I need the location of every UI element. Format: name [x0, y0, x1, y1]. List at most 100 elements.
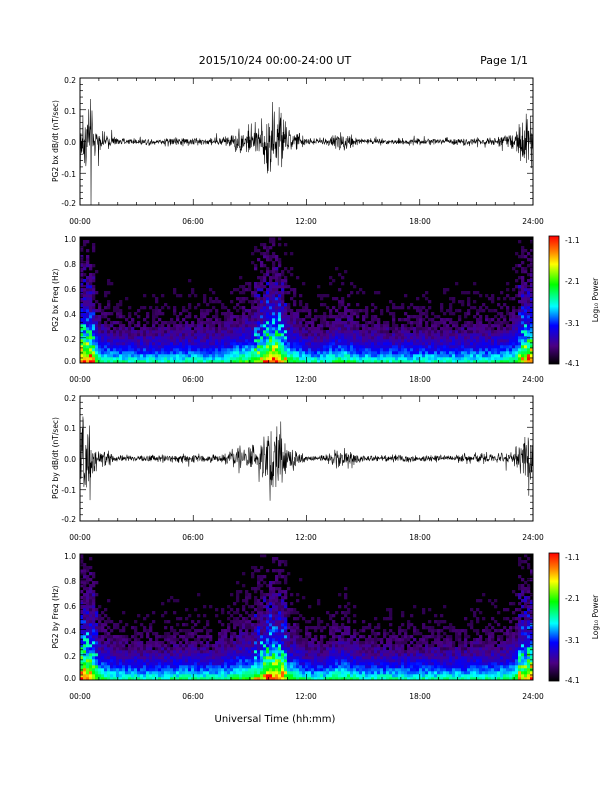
bx-spectrogram-cell — [104, 348, 108, 352]
by-spectrogram-cell — [275, 611, 279, 615]
by-spectrogram-cell — [272, 635, 276, 639]
by-spectrogram-cell — [86, 671, 90, 675]
bx-spectrogram-cell — [134, 336, 138, 340]
by-spectrogram-cell — [143, 674, 147, 678]
bx-spectrogram-cell — [335, 360, 339, 364]
bx-spectrogram-cell — [80, 279, 84, 283]
by-spectrogram-cell — [101, 644, 105, 648]
by-spectrogram-cell — [242, 671, 246, 675]
bx-spectrogram-cell — [179, 348, 183, 352]
by-spectrogram-cell — [257, 644, 261, 648]
by-spectrogram-cell — [209, 650, 213, 654]
by-spectrogram-cell — [242, 584, 246, 588]
bx-spectrogram-cell — [521, 351, 525, 355]
bx-spectrogram-cell — [392, 330, 396, 334]
bx-spectrogram-cell — [410, 360, 414, 364]
bx-spectrogram-cell — [152, 348, 156, 352]
bx-spectrogram-cell — [98, 324, 102, 328]
bx-spectrogram-cell — [317, 324, 321, 328]
by-spectrogram-cell — [167, 599, 171, 603]
bx-spectrogram-cell — [458, 360, 462, 364]
by-spectrogram-cell — [83, 575, 87, 579]
by-spectrogram-cell — [89, 557, 93, 561]
bx-spectrogram-cell — [236, 330, 240, 334]
by-dbdt-ytick-label: -0.2 — [61, 515, 76, 524]
bx-spectrogram-cell — [440, 345, 444, 349]
bx-spectrogram-cell — [188, 351, 192, 355]
by-spectrogram-cell — [281, 659, 285, 663]
bx-spectrogram-cell — [344, 324, 348, 328]
bx-spectrogram-cell — [287, 348, 291, 352]
bx-spectrogram-cell — [329, 327, 333, 331]
bx-spectrogram-cell — [362, 357, 366, 361]
by-spectrogram-cell — [236, 665, 240, 669]
bx-spectrogram-cell — [338, 324, 342, 328]
by-spectrogram-cell — [236, 659, 240, 663]
bx-spectrogram-cell — [365, 312, 369, 316]
bx-spectrogram-cell — [86, 258, 90, 262]
by-spectrogram-cell — [86, 662, 90, 666]
bx-spectrogram-cell — [278, 297, 282, 301]
by-spectrogram-cell — [248, 647, 252, 651]
bx-spectrogram-cell — [209, 297, 213, 301]
bx-spectrogram-cell — [476, 342, 480, 346]
by-spectrogram-cell — [188, 641, 192, 645]
by-spectrogram-cell — [254, 569, 258, 573]
by-spectrogram-cell — [173, 656, 177, 660]
bx-spectrogram-cell — [515, 333, 519, 337]
bx-spectrogram-cell — [272, 309, 276, 313]
by-spectrogram-cell — [278, 599, 282, 603]
by-spectrogram-cell — [167, 644, 171, 648]
by-spectrogram-cell — [317, 668, 321, 672]
by-spectrogram-cell — [137, 659, 141, 663]
bx-spectrogram-cell — [521, 357, 525, 361]
by-spectrogram-cell — [218, 674, 222, 678]
bx-spectrogram-cell — [152, 339, 156, 343]
bx-spectrogram-cell — [413, 354, 417, 358]
by-spectrogram-cell — [311, 653, 315, 657]
by-spectrogram-cell — [260, 656, 264, 660]
by-spectrogram-cell — [194, 653, 198, 657]
bx-spectrogram-cell — [221, 348, 225, 352]
bx-spectrogram-cell — [320, 348, 324, 352]
bx-spectrogram-cell — [311, 357, 315, 361]
bx-spectrogram-cell — [257, 336, 261, 340]
bx-spectrogram-cell — [179, 360, 183, 364]
by-spectrogram-cell — [95, 623, 99, 627]
bx-spectrogram-cell — [506, 357, 510, 361]
by-spectrogram-cell — [269, 641, 273, 645]
bx-spectrogram-cell — [275, 276, 279, 280]
by-spectrogram-cell — [272, 653, 276, 657]
by-spectrogram-cell — [203, 653, 207, 657]
by-spectrogram-cell — [272, 560, 276, 564]
bx-spectrogram-cell — [275, 357, 279, 361]
bx-spectrogram-cell — [179, 330, 183, 334]
by-spectrogram-cell — [95, 662, 99, 666]
bx-spectrogram-cell — [281, 312, 285, 316]
by-spectrogram-cell — [302, 656, 306, 660]
bx-spectrogram-cell — [275, 267, 279, 271]
bx-spectrogram-cell — [239, 330, 243, 334]
bx-spectrogram-cell — [326, 333, 330, 337]
bx-spectrogram-cell — [428, 351, 432, 355]
by-spectrogram-cell — [257, 659, 261, 663]
bx-spectrogram-cell — [128, 321, 132, 325]
bx-spectrogram-cell — [218, 330, 222, 334]
bx-spectrogram-cell — [308, 354, 312, 358]
bx-spectrogram-cell — [413, 348, 417, 352]
by-spectrogram-cell — [95, 650, 99, 654]
bx-spectrogram-cell — [89, 354, 93, 358]
bx-spectrogram-cell — [92, 297, 96, 301]
bx-spectrogram-cell — [179, 336, 183, 340]
bx-spectrogram-cell — [308, 309, 312, 313]
bx-spectrogram-cell — [320, 315, 324, 319]
bx-spectrogram-cell — [518, 294, 522, 298]
bx-spectrogram-cell — [392, 360, 396, 364]
bx-spectrogram-cell — [515, 330, 519, 334]
bx-spectrogram-cell — [443, 324, 447, 328]
bx-spectrogram-cell — [452, 324, 456, 328]
by-spectrogram-cell — [296, 653, 300, 657]
bx-spectrogram-cell — [278, 339, 282, 343]
bx-spectrogram-cell — [389, 339, 393, 343]
by-spectrogram-cell — [227, 641, 231, 645]
